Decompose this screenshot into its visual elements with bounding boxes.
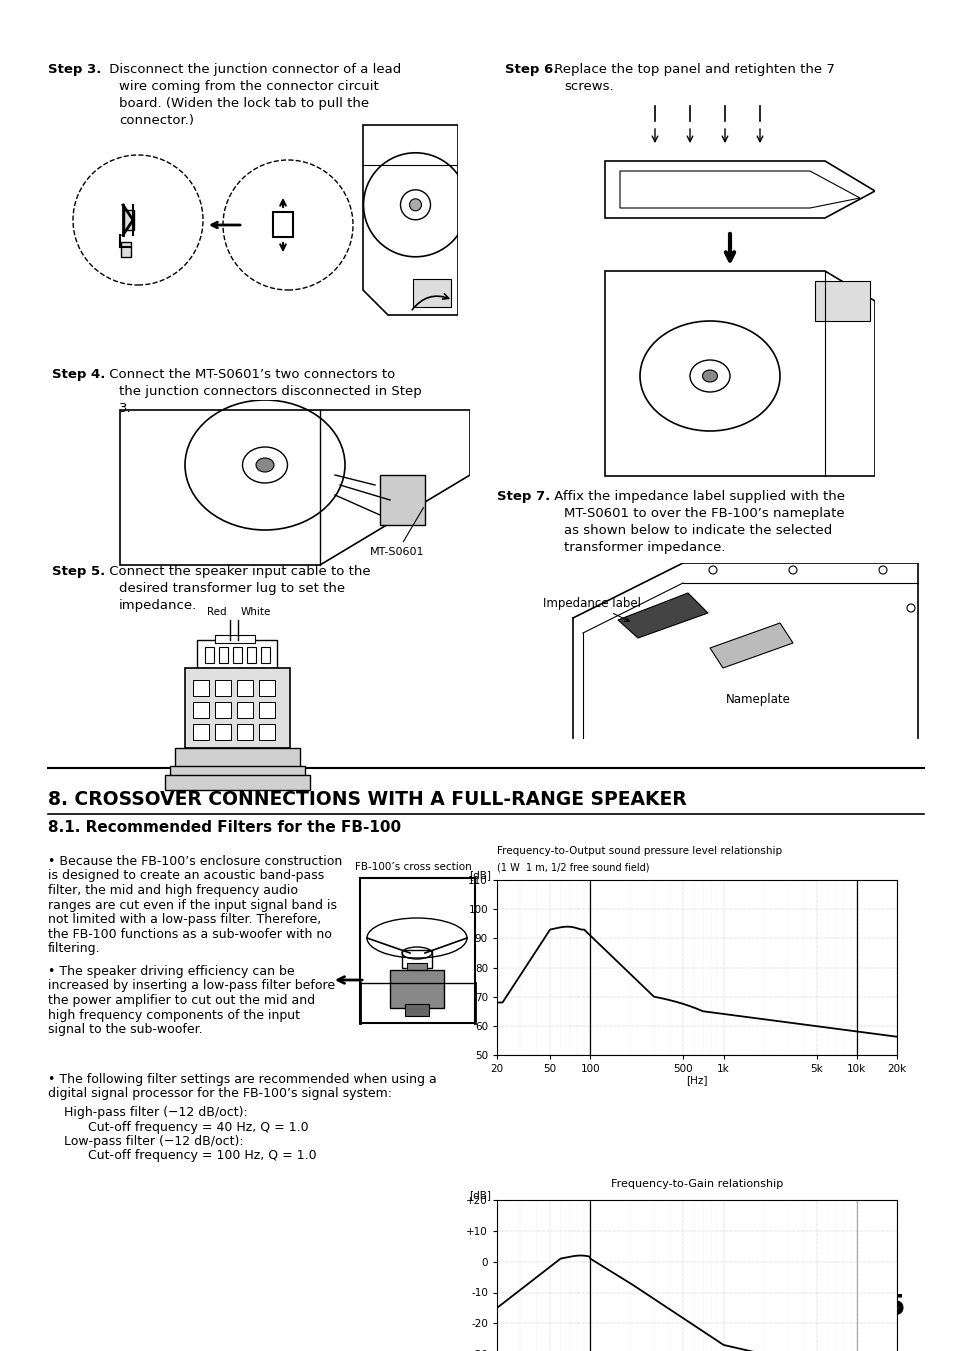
- Text: Low-pass filter (−12 dB/oct):: Low-pass filter (−12 dB/oct):: [64, 1135, 243, 1148]
- Text: digital signal processor for the FB-100’s signal system:: digital signal processor for the FB-100’…: [48, 1088, 392, 1101]
- Text: desired transformer lug to set the: desired transformer lug to set the: [119, 582, 345, 594]
- Bar: [247, 647, 255, 663]
- Text: FB-100’s cross section: FB-100’s cross section: [355, 862, 471, 871]
- Text: increased by inserting a low-pass filter before: increased by inserting a low-pass filter…: [48, 979, 335, 993]
- Bar: [390, 970, 443, 1008]
- Bar: [379, 476, 424, 526]
- Bar: [170, 766, 305, 778]
- Ellipse shape: [255, 458, 274, 471]
- Text: 3.: 3.: [119, 403, 132, 415]
- Bar: [814, 281, 869, 322]
- Text: [dB]: [dB]: [469, 870, 491, 880]
- Bar: [261, 647, 270, 663]
- Bar: [196, 640, 276, 667]
- Bar: [165, 775, 310, 790]
- Text: Step 7.: Step 7.: [497, 490, 550, 503]
- Bar: [205, 647, 213, 663]
- Bar: [124, 209, 133, 230]
- Bar: [413, 280, 451, 307]
- Bar: [236, 724, 253, 740]
- Circle shape: [409, 199, 421, 211]
- Bar: [407, 963, 427, 973]
- Text: 8.1. Recommended Filters for the FB-100: 8.1. Recommended Filters for the FB-100: [48, 820, 400, 835]
- Bar: [219, 647, 228, 663]
- Text: Cut-off frequency = 40 Hz, Q = 1.0: Cut-off frequency = 40 Hz, Q = 1.0: [88, 1120, 309, 1133]
- Text: Impedance label: Impedance label: [542, 597, 640, 621]
- Bar: [174, 748, 299, 767]
- Bar: [214, 635, 254, 643]
- Text: high frequency components of the input: high frequency components of the input: [48, 1008, 299, 1021]
- Text: Step 4.: Step 4.: [51, 367, 105, 381]
- Text: Replace the top panel and retighten the 7: Replace the top panel and retighten the …: [550, 63, 834, 76]
- Text: Step 5.: Step 5.: [51, 565, 105, 578]
- Bar: [233, 647, 242, 663]
- Polygon shape: [709, 623, 792, 667]
- Text: Step 6.: Step 6.: [504, 63, 558, 76]
- Bar: [214, 703, 231, 717]
- Text: the power amplifier to cut out the mid and: the power amplifier to cut out the mid a…: [48, 994, 314, 1006]
- Bar: [236, 703, 253, 717]
- Text: the FB-100 functions as a sub-woofer with no: the FB-100 functions as a sub-woofer wit…: [48, 928, 332, 940]
- Ellipse shape: [701, 370, 717, 382]
- Text: wire coming from the connector circuit: wire coming from the connector circuit: [119, 80, 378, 93]
- X-axis label: [Hz]: [Hz]: [685, 1075, 707, 1085]
- Bar: [273, 212, 293, 236]
- Text: • The following filter settings are recommended when using a: • The following filter settings are reco…: [48, 1073, 436, 1086]
- Bar: [258, 703, 274, 717]
- Bar: [185, 667, 290, 748]
- Text: signal to the sub-woofer.: signal to the sub-woofer.: [48, 1023, 202, 1036]
- Bar: [121, 242, 131, 257]
- Text: White: White: [241, 607, 271, 617]
- Text: Frequency-to-Gain relationship: Frequency-to-Gain relationship: [610, 1179, 782, 1189]
- Text: board. (Widen the lock tab to pull the: board. (Widen the lock tab to pull the: [119, 97, 369, 109]
- Text: • The speaker driving efficiency can be: • The speaker driving efficiency can be: [48, 965, 294, 978]
- Text: Frequency-to-Output sound pressure level relationship: Frequency-to-Output sound pressure level…: [497, 846, 781, 855]
- Bar: [193, 703, 209, 717]
- Text: Cut-off frequency = 100 Hz, Q = 1.0: Cut-off frequency = 100 Hz, Q = 1.0: [88, 1150, 316, 1162]
- Bar: [193, 680, 209, 696]
- Text: Connect the speaker input cable to the: Connect the speaker input cable to the: [105, 565, 370, 578]
- Text: as shown below to indicate the selected: as shown below to indicate the selected: [563, 524, 831, 536]
- Text: the junction connectors disconnected in Step: the junction connectors disconnected in …: [119, 385, 421, 399]
- Bar: [193, 724, 209, 740]
- Text: [dB]: [dB]: [469, 1190, 491, 1200]
- Text: (1 W  1 m, 1/2 free sound field): (1 W 1 m, 1/2 free sound field): [497, 863, 649, 873]
- Text: connector.): connector.): [119, 113, 193, 127]
- Bar: [236, 680, 253, 696]
- Text: is designed to create an acoustic band-pass: is designed to create an acoustic band-p…: [48, 870, 324, 882]
- Text: not limited with a low-pass filter. Therefore,: not limited with a low-pass filter. Ther…: [48, 913, 321, 925]
- Text: filtering.: filtering.: [48, 942, 100, 955]
- Text: filter, the mid and high frequency audio: filter, the mid and high frequency audio: [48, 884, 297, 897]
- Text: Connect the MT-S0601’s two connectors to: Connect the MT-S0601’s two connectors to: [105, 367, 395, 381]
- Text: Nameplate: Nameplate: [725, 693, 790, 707]
- Bar: [258, 724, 274, 740]
- Text: impedance.: impedance.: [119, 598, 197, 612]
- Text: transformer impedance.: transformer impedance.: [563, 540, 724, 554]
- Text: screws.: screws.: [563, 80, 613, 93]
- Polygon shape: [618, 593, 707, 638]
- Text: Disconnect the junction connector of a lead: Disconnect the junction connector of a l…: [105, 63, 401, 76]
- Bar: [214, 680, 231, 696]
- Text: Affix the impedance label supplied with the: Affix the impedance label supplied with …: [550, 490, 844, 503]
- Text: • Because the FB-100’s enclosure construction: • Because the FB-100’s enclosure constru…: [48, 855, 342, 867]
- Text: Red: Red: [207, 607, 227, 617]
- Text: ranges are cut even if the input signal band is: ranges are cut even if the input signal …: [48, 898, 336, 912]
- Text: Step 3.: Step 3.: [48, 63, 101, 76]
- Text: MT-S0601 to over the FB-100’s nameplate: MT-S0601 to over the FB-100’s nameplate: [563, 507, 843, 520]
- Bar: [258, 680, 274, 696]
- Text: 8. CROSSOVER CONNECTIONS WITH A FULL-RANGE SPEAKER: 8. CROSSOVER CONNECTIONS WITH A FULL-RAN…: [48, 790, 686, 809]
- Text: MT-S0601: MT-S0601: [370, 508, 424, 557]
- Bar: [401, 950, 432, 969]
- Bar: [405, 1004, 429, 1016]
- Text: High-pass filter (−12 dB/oct):: High-pass filter (−12 dB/oct):: [64, 1106, 248, 1119]
- Text: 5: 5: [885, 1293, 904, 1321]
- Bar: [214, 724, 231, 740]
